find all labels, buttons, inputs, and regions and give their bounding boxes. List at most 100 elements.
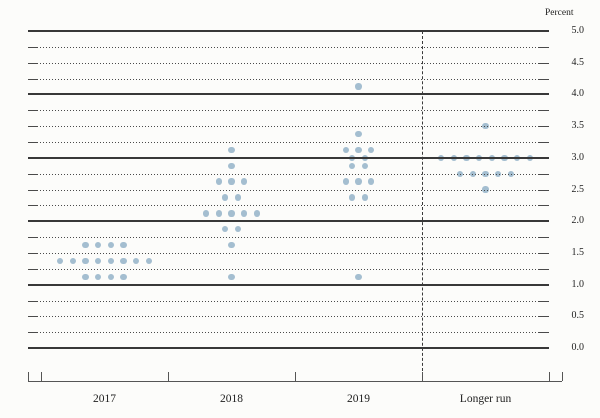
gridline-end-cap: [539, 332, 549, 334]
gridline-dotted: [28, 78, 549, 80]
projection-dot: [367, 178, 375, 185]
gridline-end-cap: [28, 237, 38, 239]
projection-dot: [221, 194, 229, 201]
gridline-dotted: [28, 205, 549, 207]
gridline-end-cap: [539, 237, 549, 239]
projection-dot: [457, 170, 464, 177]
gridline-end-cap: [28, 189, 38, 191]
projection-dot: [107, 273, 115, 281]
gridline-solid: [28, 283, 549, 286]
projection-dot: [348, 162, 356, 169]
gridline-solid: [28, 30, 549, 32]
projection-dot: [355, 273, 362, 281]
y-tick-label: 1.5: [571, 247, 585, 259]
gridline-dotted: [28, 126, 549, 128]
projection-dot: [240, 178, 248, 185]
gridline-dotted: [28, 46, 549, 48]
y-tick-label: 0.0: [571, 342, 585, 354]
projection-dot: [82, 273, 89, 281]
gridline-end-cap: [539, 126, 549, 128]
projection-dot: [240, 210, 248, 217]
projection-dot: [215, 210, 223, 217]
projection-dot: [132, 257, 140, 265]
projection-dot: [94, 241, 102, 249]
projection-dot: [342, 146, 350, 154]
gridline-end-cap: [539, 189, 549, 191]
gridline-end-cap: [539, 46, 549, 48]
gridline-end-cap: [539, 205, 549, 207]
x-axis-tick: [422, 372, 423, 381]
gridline-dotted: [28, 173, 549, 175]
gridline-end-cap: [28, 173, 38, 175]
gridline-end-cap: [539, 78, 549, 80]
projection-dot: [253, 210, 260, 217]
y-tick-label: 1.0: [571, 278, 585, 290]
gridline-dotted: [28, 237, 549, 239]
projection-dot: [234, 194, 242, 201]
y-tick-label: 5.0: [571, 25, 585, 36]
x-axis-tick: [295, 372, 296, 381]
projection-dot: [355, 130, 362, 138]
gridline-end-cap: [28, 300, 38, 302]
x-axis-label-2017: 2017: [93, 393, 116, 405]
gridline-dotted: [28, 332, 549, 334]
gridline-end-cap: [539, 62, 549, 64]
y-tick-label: 2.0: [571, 215, 585, 227]
projection-dot: [342, 178, 350, 185]
gridline-solid: [28, 220, 549, 223]
gridline-end-cap: [539, 142, 549, 144]
gridline-dotted: [28, 253, 549, 255]
projection-dot: [228, 146, 235, 154]
gridline-end-cap: [28, 46, 38, 48]
projection-dot: [482, 186, 489, 193]
projection-dot: [82, 257, 89, 265]
x-axis-tick: [168, 372, 169, 381]
x-axis-tick: [28, 372, 29, 381]
gridline-end-cap: [28, 142, 38, 144]
gridline-end-cap: [539, 300, 549, 302]
projection-dot: [482, 122, 489, 130]
gridline-end-cap: [28, 78, 38, 80]
y-tick-label: 3.5: [571, 120, 585, 132]
projection-dot: [107, 257, 115, 265]
x-axis-baseline: [28, 381, 562, 382]
gridline-end-cap: [539, 268, 549, 270]
gridline-end-cap: [539, 110, 549, 112]
y-tick-label: 0.5: [571, 310, 585, 322]
gridline-dotted: [28, 142, 549, 144]
projection-dot: [94, 273, 102, 281]
projection-dot: [215, 178, 223, 185]
projection-dot: [361, 194, 369, 201]
projection-dot: [120, 273, 127, 281]
x-axis-tick: [41, 372, 42, 381]
projection-dot: [367, 146, 375, 154]
projection-dot: [203, 210, 210, 217]
x-axis-label-longer-run: Longer run: [459, 393, 512, 405]
projection-dot: [82, 241, 89, 249]
y-tick-label: 4.5: [571, 56, 585, 68]
gridline-dotted: [28, 62, 549, 64]
gridline-end-cap: [28, 110, 38, 112]
projection-dot: [57, 257, 64, 265]
gridline-end-cap: [28, 268, 38, 270]
gridline-end-cap: [539, 173, 549, 175]
gridline-dotted: [28, 268, 549, 270]
gridline-end-cap: [28, 126, 38, 128]
gridline-end-cap: [28, 205, 38, 207]
gridline-solid: [28, 347, 549, 350]
projection-dot: [228, 241, 235, 249]
gridline-solid: [28, 156, 549, 159]
gridline-dotted: [28, 300, 549, 302]
projection-dot: [69, 257, 77, 265]
projection-dot: [355, 83, 362, 90]
gridline-end-cap: [28, 62, 38, 64]
gridline-solid: [28, 93, 549, 96]
projection-dot: [355, 146, 362, 154]
projection-dot: [228, 178, 235, 185]
projection-dot: [228, 162, 235, 169]
projection-dot: [228, 210, 235, 217]
gridline-end-cap: [28, 332, 38, 334]
y-tick-label: 4.0: [571, 88, 585, 100]
projection-dot: [361, 162, 369, 169]
